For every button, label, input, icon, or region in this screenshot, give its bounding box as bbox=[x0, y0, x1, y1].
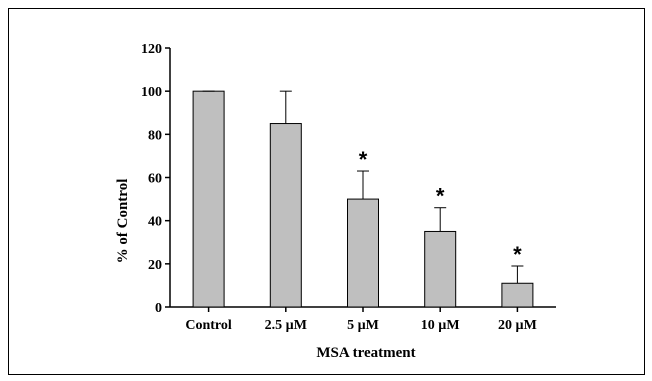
x-tick-label: Control bbox=[185, 318, 232, 333]
bar bbox=[269, 123, 302, 308]
bar bbox=[501, 282, 534, 308]
y-tick-label: 20 bbox=[148, 258, 162, 273]
x-axis-title: MSA treatment bbox=[316, 345, 415, 361]
bar bbox=[347, 198, 379, 308]
significance-marker: * bbox=[513, 242, 522, 267]
bar bbox=[424, 230, 457, 308]
plot-area: 0 20 40 60 80 100 120 Control 2.5 µM * 5 µM * 10 µM *… bbox=[141, 42, 556, 333]
significance-marker: * bbox=[359, 147, 368, 172]
y-tick-label: 80 bbox=[148, 128, 162, 143]
x-tick-label: 20 µM bbox=[498, 318, 537, 333]
y-axis-title: % of Control bbox=[115, 179, 131, 264]
y-tick-label: 120 bbox=[141, 42, 162, 57]
x-tick-label: 5 µM bbox=[347, 318, 379, 333]
bar bbox=[192, 90, 225, 308]
y-tick-label: 0 bbox=[155, 301, 162, 316]
x-tick-label: 10 µM bbox=[421, 318, 460, 333]
x-tick-label: 2.5 µM bbox=[265, 318, 307, 333]
y-tick-label: 100 bbox=[141, 85, 162, 100]
significance-marker: * bbox=[436, 184, 445, 209]
y-tick-label: 60 bbox=[148, 172, 162, 187]
figure-frame bbox=[8, 8, 645, 375]
y-tick-label: 40 bbox=[148, 215, 162, 230]
